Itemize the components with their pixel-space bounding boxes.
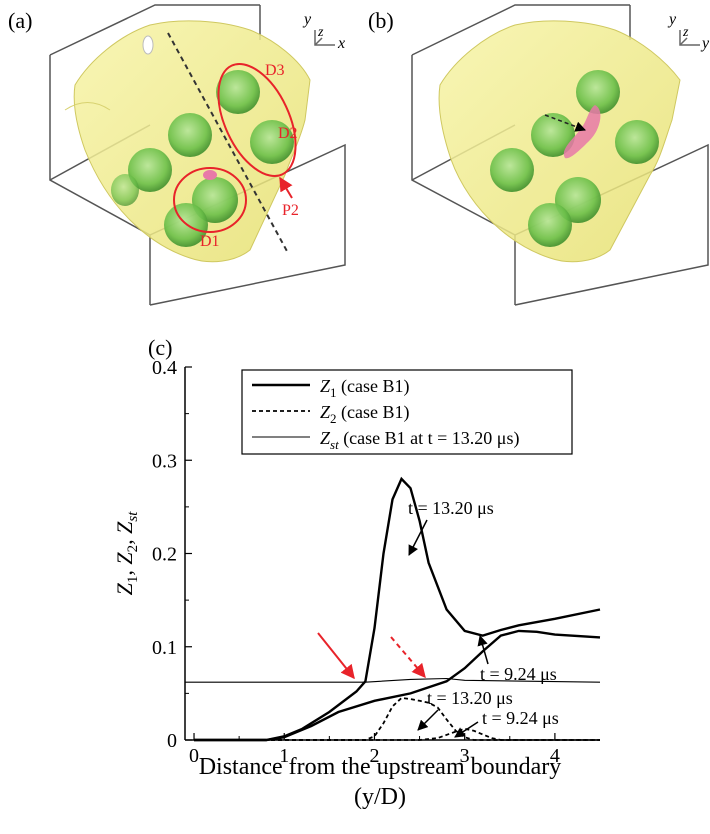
svg-text:z: z [682,25,689,40]
chart-panel-c: 0 1 2 3 4 0 0.1 0.2 0.3 0.4 Z1, Z2, Zst Z1 (case B1… [112,357,601,767]
panel-a-render: D3 D2 P2 D1 y z x [49,4,346,306]
annotation-arrow-1 [477,634,489,665]
x-tick-label: 4 [550,745,560,767]
annotation-d1: D1 [200,233,220,250]
panel-b-render: y z y [411,4,710,306]
x-tick-label: 2 [369,745,379,767]
red-arrow-dashed [390,636,426,679]
x-tick-label: 3 [460,745,470,767]
annotation-p2: P2 [282,202,299,219]
annotation-arrow-3 [454,721,479,738]
curve-annotation-3: t = 9.24 μs [482,708,559,728]
red-arrow-solid [317,632,355,680]
series-line-0 [194,476,601,742]
annotation-arrow-2 [417,709,439,731]
y-tick-label: 0.3 [152,450,177,472]
svg-text:x: x [337,35,345,52]
y-tick-label: 0.1 [152,637,177,659]
x-tick-label: 0 [189,745,199,767]
series-line-3 [194,727,600,741]
svg-text:z: z [317,25,324,40]
x-axis-label: Distance from the upstream boundary [198,754,562,780]
y-tick-label: 0 [167,730,177,752]
panel-b-label: (b) [368,8,394,33]
panel-a-axis-triad: y z x [302,11,345,52]
panel-c-label: (c) [148,335,173,360]
y-axis-label: Z1, Z2, Zst [112,511,141,596]
svg-text:y: y [302,11,312,28]
annotation-d2: D2 [278,125,298,142]
annotation-arrow-0 [408,519,428,556]
legend: Z1 (case B1)Z2 (case B1)Zst (case B1 at … [241,369,573,455]
panel-a-label: (a) [8,8,33,33]
x-axis-label-unit: (y/D) [354,784,406,810]
svg-text:y: y [700,35,710,52]
svg-text:y: y [667,11,677,28]
legend-label-1: Z2 (case B1) [320,402,409,426]
series-line-1 [194,629,601,742]
curve-annotation-1: t = 9.24 μs [480,664,557,684]
legend-label-2: Zst (case B1 at t = 13.20 μs) [320,428,519,452]
annotation-d3: D3 [265,62,285,79]
legend-label-0: Z1 (case B1) [320,376,409,400]
series-line-4 [185,677,601,683]
curve-annotation-2: t = 13.20 μs [427,688,513,708]
curve-annotation-0: t = 13.20 μs [408,498,494,518]
y-tick-label: 0.2 [152,544,177,566]
y-tick-label: 0.4 [152,357,177,379]
x-tick-label: 1 [279,745,289,767]
